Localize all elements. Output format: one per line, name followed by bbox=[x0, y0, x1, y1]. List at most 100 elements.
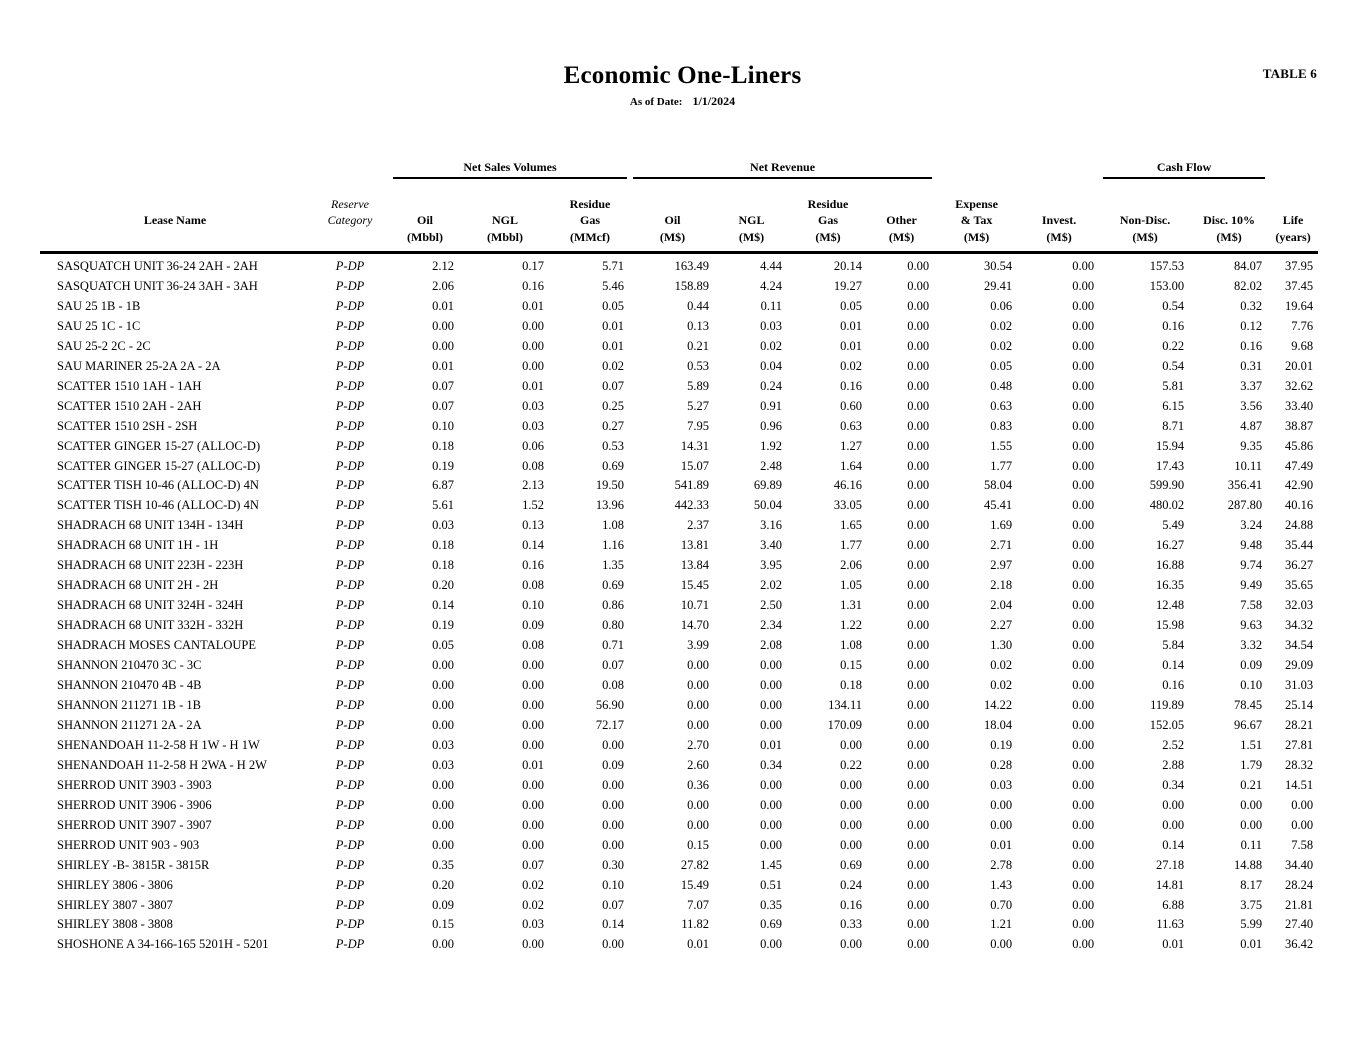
value-cell: 7.76 bbox=[1291, 318, 1314, 333]
value-cell: 5.27 bbox=[687, 398, 710, 413]
value-cell: 0.00 bbox=[760, 817, 783, 832]
table-row: SHADRACH MOSES CANTALOUPE P-DP 0.05 0.08 0.7… bbox=[40, 636, 1318, 656]
value-cell: 78.45 bbox=[1233, 697, 1263, 712]
value-cell: 0.02 bbox=[760, 338, 783, 353]
reserve-category-cell: P-DP bbox=[335, 777, 365, 792]
column-header-row: Lease Name Reserve Category Oil (Mbbl) N… bbox=[40, 179, 1318, 253]
value-cell: 10.71 bbox=[680, 598, 710, 613]
group-underline bbox=[393, 177, 628, 179]
value-cell: 0.02 bbox=[990, 658, 1013, 673]
value-cell: 0.00 bbox=[907, 259, 930, 273]
value-cell: 0.02 bbox=[522, 877, 544, 892]
reserve-category-cell: P-DP bbox=[335, 757, 365, 772]
value-cell: 0.00 bbox=[1072, 618, 1095, 633]
value-cell: 6.15 bbox=[1162, 398, 1185, 413]
value-cell: 13.81 bbox=[680, 538, 710, 553]
value-cell: 9.35 bbox=[1240, 438, 1263, 453]
value-cell: 0.00 bbox=[432, 797, 454, 812]
value-cell: 37.45 bbox=[1284, 278, 1314, 293]
value-cell: 0.01 bbox=[602, 318, 625, 333]
value-cell: 16.27 bbox=[1155, 538, 1185, 553]
value-cell: 29.09 bbox=[1284, 658, 1314, 673]
value-cell: 0.00 bbox=[522, 338, 544, 353]
lease-name-cell: SCATTER TISH 10-46 (ALLOC-D) 4N bbox=[57, 478, 259, 493]
value-cell: 134.11 bbox=[828, 697, 863, 712]
value-cell: 0.00 bbox=[687, 678, 710, 693]
value-cell: 42.90 bbox=[1284, 478, 1314, 493]
value-cell: 0.00 bbox=[760, 937, 783, 952]
value-cell: 0.03 bbox=[522, 418, 544, 433]
value-cell: 0.00 bbox=[522, 697, 544, 712]
group-cash-flow: Cash Flow bbox=[1100, 155, 1268, 179]
value-cell: 0.03 bbox=[432, 757, 454, 772]
value-cell: 0.00 bbox=[1072, 318, 1095, 333]
value-cell: 2.06 bbox=[840, 558, 863, 573]
value-cell: 0.03 bbox=[522, 917, 544, 932]
value-cell: 0.54 bbox=[1162, 358, 1185, 373]
value-cell: 13.84 bbox=[680, 558, 710, 573]
column-group-label: Net Revenue bbox=[750, 160, 816, 174]
value-cell: 21.81 bbox=[1284, 897, 1314, 912]
value-cell: 31.03 bbox=[1284, 678, 1314, 693]
value-cell: 0.15 bbox=[687, 837, 710, 852]
value-cell: 28.24 bbox=[1284, 877, 1314, 892]
value-cell: 0.16 bbox=[522, 558, 544, 573]
lease-name-cell: SASQUATCH UNIT 36-24 2AH - 2AH bbox=[57, 259, 258, 273]
table-row: SHIRLEY 3807 - 3807 P-DP 0.09 0.02 0.07 7.07 0… bbox=[40, 896, 1318, 916]
reserve-category-cell: P-DP bbox=[335, 797, 365, 812]
value-cell: 1.21 bbox=[990, 917, 1013, 932]
value-cell: 32.62 bbox=[1284, 378, 1314, 393]
value-cell: 0.53 bbox=[687, 358, 710, 373]
value-cell: 1.05 bbox=[840, 578, 863, 593]
value-cell: 0.14 bbox=[432, 598, 454, 613]
reserve-category-cell: P-DP bbox=[335, 578, 365, 593]
value-cell: 0.00 bbox=[840, 817, 863, 832]
value-cell: 38.87 bbox=[1284, 418, 1314, 433]
value-cell: 599.90 bbox=[1149, 478, 1185, 493]
table-row: SASQUATCH UNIT 36-24 2AH - 2AH P-DP 2.12 0.… bbox=[40, 253, 1318, 277]
value-cell: 40.16 bbox=[1284, 498, 1314, 513]
value-cell: 119.89 bbox=[1150, 697, 1185, 712]
value-cell: 0.01 bbox=[990, 837, 1013, 852]
value-cell: 0.06 bbox=[990, 298, 1013, 313]
value-cell: 0.28 bbox=[990, 757, 1013, 772]
value-cell: 5.46 bbox=[602, 278, 625, 293]
reserve-category-cell: P-DP bbox=[335, 458, 365, 473]
value-cell: 33.40 bbox=[1284, 398, 1314, 413]
value-cell: 0.00 bbox=[907, 897, 930, 912]
table-row: SCATTER TISH 10-46 (ALLOC-D) 4N P-DP 6.87 2… bbox=[40, 476, 1318, 496]
value-cell: 2.52 bbox=[1162, 737, 1185, 752]
value-cell: 0.00 bbox=[687, 697, 710, 712]
value-cell: 0.00 bbox=[1072, 398, 1095, 413]
value-cell: 3.99 bbox=[687, 638, 710, 653]
lease-name-cell: SAU 25-2 2C - 2C bbox=[57, 338, 151, 353]
value-cell: 158.89 bbox=[674, 278, 710, 293]
value-cell: 3.16 bbox=[760, 518, 783, 533]
value-cell: 0.00 bbox=[760, 658, 783, 673]
reserve-category-cell: P-DP bbox=[335, 518, 365, 533]
table-row: SCATTER 1510 2AH - 2AH P-DP 0.07 0.03 0.25 5.… bbox=[40, 397, 1318, 417]
value-cell: 0.00 bbox=[432, 338, 454, 353]
value-cell: 0.07 bbox=[432, 378, 454, 393]
value-cell: 0.00 bbox=[990, 817, 1013, 832]
table-row: SHADRACH 68 UNIT 324H - 324H P-DP 0.14 0.10… bbox=[40, 596, 1318, 616]
value-cell: 2.04 bbox=[990, 598, 1013, 613]
table-row: SHANNON 211271 1B - 1B P-DP 0.00 0.00 56.90 0… bbox=[40, 696, 1318, 716]
value-cell: 0.00 bbox=[907, 777, 930, 792]
lease-name-cell: SAU MARINER 25-2A 2A - 2A bbox=[57, 358, 221, 373]
value-cell: 17.43 bbox=[1155, 458, 1185, 473]
reserve-category-cell: P-DP bbox=[335, 398, 365, 413]
value-cell: 0.05 bbox=[840, 298, 863, 313]
value-cell: 0.00 bbox=[432, 658, 454, 673]
value-cell: 0.00 bbox=[1072, 438, 1095, 453]
value-cell: 0.00 bbox=[907, 717, 930, 732]
value-cell: 1.69 bbox=[990, 518, 1013, 533]
table-row: SAU 25 1C - 1C P-DP 0.00 0.00 0.01 0.13 0.03 0.… bbox=[40, 317, 1318, 337]
value-cell: 0.69 bbox=[602, 578, 625, 593]
header-ngl-ms: NGL (M$) bbox=[738, 213, 765, 244]
header-spacer bbox=[1268, 155, 1318, 179]
value-cell: 1.52 bbox=[522, 498, 544, 513]
lease-name-cell: SAU 25 1C - 1C bbox=[57, 318, 141, 333]
value-cell: 29.41 bbox=[983, 278, 1013, 293]
lease-name-cell: SHANNON 211271 1B - 1B bbox=[57, 697, 201, 712]
